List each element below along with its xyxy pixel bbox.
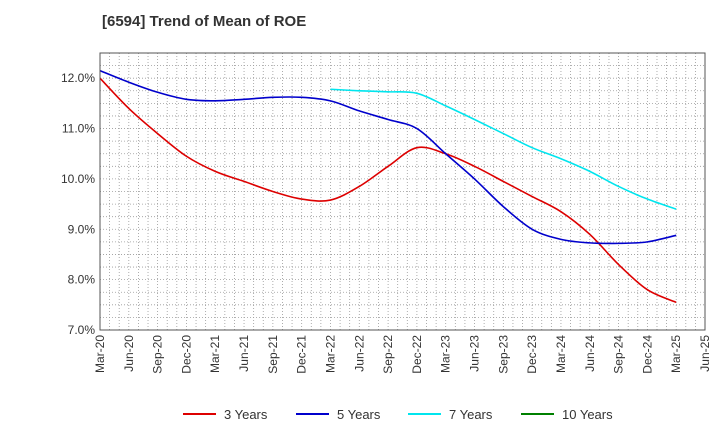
series-line-3-years (99, 77, 677, 304)
chart-title: [6594] Trend of Mean of ROE (102, 13, 307, 30)
legend-label-7-years: 7 Years (449, 407, 493, 422)
x-tick-label: Mar-24 (554, 335, 568, 373)
x-tick-label: Dec-20 (179, 335, 193, 374)
y-tick-label: 12.0% (61, 71, 95, 85)
legend-label-3-years: 3 Years (224, 407, 268, 422)
x-tick-label: Mar-23 (439, 335, 453, 373)
y-tick-label: 9.0% (68, 222, 96, 236)
x-tick-label: Dec-24 (640, 335, 654, 374)
series-line-5-years (99, 69, 677, 245)
y-tick-label: 10.0% (61, 172, 95, 186)
x-tick-label: Mar-25 (669, 335, 683, 373)
x-tick-label: Mar-21 (208, 335, 222, 373)
series-line-7-years (330, 88, 677, 210)
x-tick-label: Jun-21 (237, 335, 251, 372)
x-tick-label: Sep-22 (381, 335, 395, 374)
x-tick-label: Dec-22 (410, 335, 424, 374)
x-tick-label: Mar-20 (93, 335, 107, 373)
y-tick-label: 8.0% (68, 273, 96, 287)
legend: 3 Years 5 Years 7 Years 10 Years (183, 407, 613, 422)
x-tick-label: Mar-22 (323, 335, 337, 373)
x-tick-label: Sep-20 (151, 335, 165, 374)
x-tick-label: Jun-25 (698, 335, 712, 372)
legend-label-5-years: 5 Years (337, 407, 381, 422)
x-tick-label: Jun-20 (122, 335, 136, 372)
x-tick-label: Jun-24 (583, 335, 597, 372)
x-tick-label: Sep-23 (496, 335, 510, 374)
x-tick-label: Sep-24 (612, 335, 626, 374)
axis-labels: 7.0% 8.0% 9.0% 10.0% 11.0% 12.0% Mar-20 Jun-20 S… (61, 71, 712, 374)
x-tick-label: Dec-23 (525, 335, 539, 374)
y-tick-label: 7.0% (68, 323, 96, 337)
series-lines (99, 69, 677, 304)
legend-label-10-years: 10 Years (562, 407, 613, 422)
x-tick-label: Jun-23 (468, 335, 482, 372)
plot-frame (99, 52, 706, 331)
x-tick-label: Dec-21 (295, 335, 309, 374)
x-tick-label: Sep-21 (266, 335, 280, 374)
y-tick-label: 11.0% (62, 122, 95, 136)
x-tick-label: Jun-22 (352, 335, 366, 372)
